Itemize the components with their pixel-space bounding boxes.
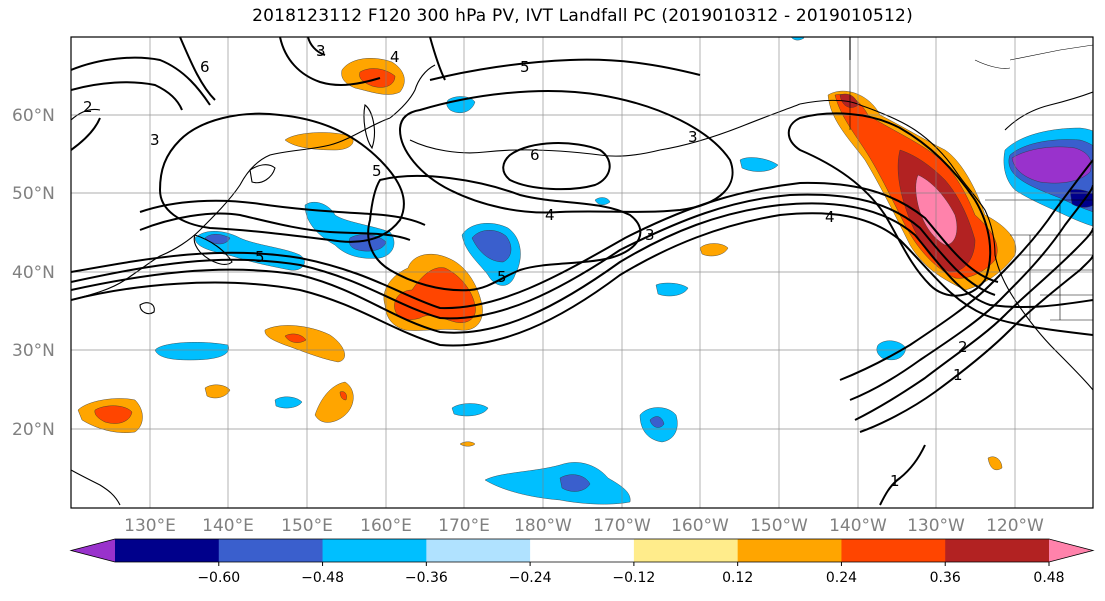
colorbar-tick-label: −0.48 (301, 570, 344, 586)
lon-label-130w: 130°W (907, 516, 965, 536)
colorbar-swatch (530, 539, 635, 562)
lat-label-40n: 40°N (12, 263, 55, 283)
colorbar-swatch (633, 539, 739, 562)
colorbar-outline (69, 538, 1095, 563)
longitude-labels: 130°E 140°E 150°E 160°E 170°E 180°W 170°… (124, 516, 1044, 536)
colorbar-tick-label: 0.24 (826, 570, 857, 586)
colorbar-swatch (218, 539, 324, 562)
contour-label: 3 (316, 42, 326, 60)
colorbar-swatch (737, 539, 842, 562)
contour-label: 6 (200, 58, 210, 76)
political-boundaries (849, 37, 1093, 321)
contour-label: 2 (83, 98, 93, 116)
colorbar-swatch (945, 539, 1050, 562)
colorbar-swatch (322, 539, 427, 562)
contour-label: 3 (645, 226, 655, 244)
colorbar-tick-label: 0.12 (722, 570, 753, 586)
colorbar-tick-label: 0.36 (930, 570, 961, 586)
lon-label-150w: 150°W (750, 516, 808, 536)
lon-label-170e: 170°E (438, 516, 490, 536)
pc-shading (77, 37, 1093, 505)
lon-label-140e: 140°E (202, 516, 254, 536)
gridlines (71, 37, 1093, 508)
colorbar: −0.60 −0.48 −0.36 −0.24 −0.12 0.12 0.24 0.36 0.4… (69, 538, 1095, 586)
lon-label-160w: 160°W (671, 516, 729, 536)
colorbar-tick-label: −0.12 (612, 570, 655, 586)
contour-label: 2 (958, 338, 968, 356)
contour-label: 1 (953, 366, 963, 384)
lon-label-140w: 140°W (829, 516, 887, 536)
contour-label: 3 (150, 131, 160, 149)
lon-label-120w: 120°W (986, 516, 1044, 536)
contour-label: 5 (520, 58, 530, 76)
contour-label: 6 (530, 146, 540, 164)
latitude-labels: 60°N 50°N 40°N 30°N 20°N (12, 106, 55, 440)
lat-label-60n: 60°N (12, 106, 55, 126)
contour-label: 5 (255, 248, 265, 266)
lat-label-30n: 30°N (12, 341, 55, 361)
contour-label: 5 (497, 268, 507, 286)
colorbar-extend-max (1049, 539, 1093, 562)
contour-label: 4 (545, 206, 555, 224)
lon-label-150e: 150°E (281, 516, 333, 536)
map-frame (70, 36, 1094, 509)
colorbar-swatch (426, 539, 531, 562)
contour-label: 5 (372, 162, 382, 180)
contour-label: 4 (390, 48, 400, 66)
contour-label: 1 (890, 472, 900, 490)
lon-label-170w: 170°W (593, 516, 651, 536)
colorbar-tick-label: −0.36 (405, 570, 448, 586)
pv-contours (71, 37, 1093, 506)
map-title: 2018123112 F120 300 hPa PV, IVT Landfall… (252, 6, 913, 26)
contour-label: 4 (825, 208, 835, 226)
contour-labels: 6 3 4 5 2 3 5 6 4 3 5 5 3 4 2 1 1 (83, 42, 968, 490)
colorbar-tick-label: −0.24 (509, 570, 552, 586)
lon-label-130e: 130°E (124, 516, 176, 536)
colorbar-swatch (115, 539, 220, 562)
contour-label: 3 (688, 128, 698, 146)
lat-label-20n: 20°N (12, 420, 55, 440)
colorbar-extend-min (71, 539, 115, 562)
lon-label-160e: 160°E (360, 516, 412, 536)
colorbar-tick-label: 0.48 (1033, 570, 1064, 586)
colorbar-tick-label: −0.60 (197, 570, 240, 586)
lat-label-50n: 50°N (12, 184, 55, 204)
colorbar-swatch (841, 539, 946, 562)
lon-label-180w: 180°W (514, 516, 572, 536)
